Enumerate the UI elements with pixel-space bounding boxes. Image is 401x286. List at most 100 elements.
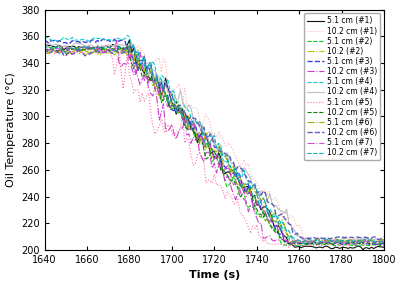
10.2 cm (#6) (343, 236, 348, 239)
5.1 cm (#2) (169, 106, 174, 110)
10.2 cm (#3) (138, 83, 142, 87)
5.1 cm (#3) (169, 108, 174, 111)
5.1 cm (#3) (112, 37, 117, 41)
5.1 cm (#2) (381, 244, 386, 247)
10.2 cm (#5) (368, 242, 373, 246)
5.1 cm (#5) (381, 243, 386, 246)
5.1 cm (#5) (156, 124, 161, 128)
5.1 cm (#4) (381, 239, 386, 243)
10.2 cm (#4) (345, 237, 350, 241)
10.2 cm (#7) (343, 239, 348, 242)
5.1 cm (#3) (381, 241, 386, 245)
10.2 cm (#3) (332, 240, 337, 244)
10.2 cm (#4) (42, 45, 47, 49)
10.2 cm (#1) (345, 244, 350, 247)
5.1 cm (#7) (156, 94, 161, 97)
10.2 cm (#4) (169, 90, 174, 93)
10.2 cm (#7) (326, 239, 330, 242)
10.2 cm (#3) (169, 123, 174, 126)
5.1 cm (#5) (169, 131, 174, 134)
Legend: 5.1 cm (#1), 10.2 cm (#1), 5.1 cm (#2), 10.2 (#2), 5.1 cm (#3), 10.2 cm (#3), 5.: 5.1 cm (#1), 10.2 cm (#1), 5.1 cm (#2), … (304, 13, 379, 160)
5.1 cm (#5) (345, 244, 350, 247)
10.2 cm (#6) (169, 93, 174, 96)
5.1 cm (#2) (42, 47, 47, 51)
Line: 10.2 cm (#4): 10.2 cm (#4) (45, 42, 383, 241)
10.2 cm (#5) (156, 86, 161, 89)
10.2 cm (#1) (381, 241, 386, 245)
5.1 cm (#6) (138, 63, 142, 66)
10.2 cm (#4) (368, 239, 373, 242)
5.1 cm (#1) (127, 38, 132, 41)
10.2 cm (#5) (169, 103, 174, 107)
5.1 cm (#2) (156, 85, 161, 88)
5.1 cm (#1) (42, 45, 47, 49)
10.2 cm (#6) (156, 86, 161, 90)
Line: 10.2 cm (#7): 10.2 cm (#7) (45, 45, 383, 242)
Line: 10.2 (#2): 10.2 (#2) (45, 50, 383, 244)
5.1 cm (#5) (328, 243, 333, 246)
10.2 cm (#3) (114, 38, 119, 42)
Line: 5.1 cm (#1): 5.1 cm (#1) (45, 40, 383, 250)
Line: 5.1 cm (#6): 5.1 cm (#6) (45, 48, 383, 242)
10.2 (#2) (42, 51, 47, 55)
5.1 cm (#3) (42, 39, 47, 42)
5.1 cm (#4) (156, 80, 161, 83)
5.1 cm (#7) (345, 240, 350, 244)
5.1 cm (#3) (368, 241, 373, 245)
5.1 cm (#4) (169, 88, 174, 92)
5.1 cm (#6) (42, 50, 47, 53)
10.2 cm (#6) (138, 62, 142, 65)
5.1 cm (#2) (345, 243, 350, 247)
Line: 5.1 cm (#3): 5.1 cm (#3) (45, 39, 383, 245)
5.1 cm (#1) (138, 62, 142, 65)
10.2 cm (#3) (326, 239, 330, 242)
5.1 cm (#4) (300, 242, 305, 245)
5.1 cm (#6) (381, 238, 386, 242)
5.1 cm (#1) (360, 248, 365, 251)
Line: 5.1 cm (#4): 5.1 cm (#4) (45, 35, 383, 244)
10.2 cm (#1) (169, 93, 174, 96)
10.2 cm (#1) (42, 45, 47, 49)
10.2 cm (#5) (125, 44, 130, 48)
10.2 cm (#4) (328, 239, 333, 242)
10.2 cm (#7) (42, 47, 47, 51)
10.2 cm (#1) (99, 43, 104, 46)
10.2 cm (#7) (129, 43, 134, 47)
5.1 cm (#4) (368, 240, 373, 243)
10.2 (#2) (51, 48, 55, 52)
5.1 cm (#6) (368, 238, 373, 242)
10.2 cm (#3) (42, 47, 47, 51)
5.1 cm (#4) (125, 33, 130, 37)
10.2 cm (#6) (381, 235, 386, 239)
10.2 cm (#7) (381, 239, 386, 242)
5.1 cm (#2) (328, 242, 333, 245)
5.1 cm (#1) (368, 246, 373, 249)
Line: 10.2 cm (#6): 10.2 cm (#6) (45, 49, 383, 239)
5.1 cm (#7) (169, 104, 174, 107)
5.1 cm (#3) (156, 83, 161, 87)
5.1 cm (#5) (368, 243, 373, 246)
5.1 cm (#6) (328, 238, 333, 241)
10.2 cm (#5) (381, 242, 386, 245)
5.1 cm (#3) (326, 240, 330, 244)
10.2 cm (#4) (156, 76, 161, 79)
10.2 cm (#5) (330, 243, 335, 246)
10.2 cm (#3) (381, 239, 386, 243)
5.1 cm (#7) (381, 241, 386, 244)
5.1 cm (#4) (328, 240, 333, 243)
5.1 cm (#3) (138, 59, 142, 62)
10.2 (#2) (138, 63, 142, 67)
5.1 cm (#6) (169, 102, 174, 106)
5.1 cm (#5) (105, 49, 110, 52)
5.1 cm (#2) (127, 43, 132, 47)
10.2 cm (#7) (138, 62, 142, 65)
10.2 (#2) (326, 240, 330, 243)
Line: 10.2 cm (#5): 10.2 cm (#5) (45, 46, 383, 245)
5.1 cm (#1) (169, 101, 174, 104)
5.1 cm (#7) (138, 51, 142, 54)
5.1 cm (#4) (138, 54, 142, 57)
10.2 cm (#1) (326, 242, 330, 246)
X-axis label: Time (s): Time (s) (188, 271, 239, 281)
10.2 (#2) (360, 242, 365, 245)
Line: 5.1 cm (#5): 5.1 cm (#5) (45, 51, 383, 247)
